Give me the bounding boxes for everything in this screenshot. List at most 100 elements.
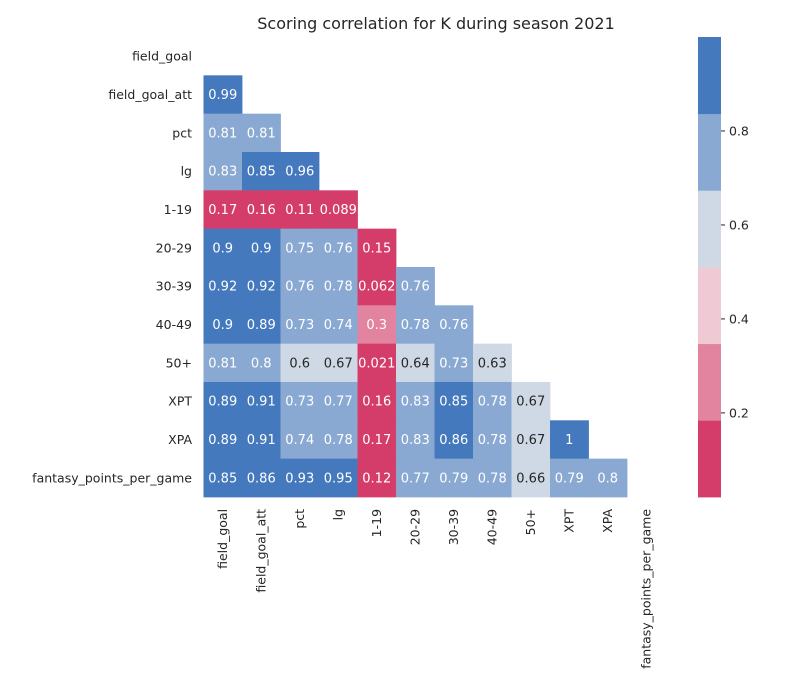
x-tick-label: 40-49	[485, 509, 500, 545]
cell-value-label: 0.95	[324, 471, 353, 486]
cell-value-label: 0.15	[362, 241, 391, 256]
x-tick-labels: field_goal field_goal_att pct lg 1-19 20-29 30…	[215, 509, 654, 669]
cell-value-label: 0.089	[320, 203, 357, 218]
heatmap-cell	[357, 228, 397, 268]
cell-value-label: 0.76	[401, 280, 430, 295]
heatmap-cell	[511, 458, 551, 498]
heatmap-cell	[511, 381, 551, 421]
colorbar-tick-label: 0.2	[729, 405, 749, 420]
heatmap-cell	[280, 458, 320, 498]
y-tick-label: lg	[181, 164, 192, 179]
heatmap-cell	[319, 420, 358, 460]
heatmap-cell	[357, 420, 397, 460]
heatmap-cell	[242, 266, 281, 306]
y-tick-label: fantasy_points_per_game	[32, 470, 192, 485]
cell-value-label: 0.74	[285, 433, 314, 448]
heatmap-cell	[396, 343, 435, 383]
heatmap-cell	[319, 343, 358, 383]
cell-value-label: 0.78	[478, 471, 507, 486]
heatmap-cell	[550, 420, 589, 460]
colorbar-tick-label: 0.4	[729, 311, 749, 326]
cell-value-label: 0.67	[516, 433, 545, 448]
cell-value-label: 0.93	[285, 471, 314, 486]
cell-value-label: 0.77	[324, 395, 353, 410]
heatmap-cell	[203, 381, 243, 421]
heatmap-cell	[280, 151, 320, 191]
cell-value-label: 0.73	[285, 318, 314, 333]
cell-value-label: 0.8	[597, 471, 618, 486]
y-tick-label: 50+	[166, 355, 192, 370]
cell-value-label: 0.9	[251, 241, 272, 256]
cell-value-label: 0.73	[285, 395, 314, 410]
cell-value-label: 0.63	[478, 356, 507, 371]
heatmap-cell	[203, 305, 243, 345]
cell-value-label: 0.12	[362, 471, 391, 486]
cell-value-label: 0.67	[516, 395, 545, 410]
y-tick-label: pct	[172, 125, 192, 140]
x-tick-label: fantasy_points_per_game	[639, 509, 654, 669]
heatmap-cell	[319, 305, 358, 345]
heatmap-cell	[280, 190, 320, 230]
cell-value-label: 0.99	[208, 88, 237, 103]
heatmap-cell	[550, 458, 589, 498]
heatmap-cell	[396, 305, 435, 345]
heatmap-cell	[396, 458, 435, 498]
heatmap-cell	[242, 190, 281, 230]
cell-value-label: 0.76	[324, 241, 353, 256]
y-tick-label: 40-49	[156, 317, 192, 332]
x-tick-label: 30-39	[446, 509, 461, 545]
cell-value-label: 0.83	[208, 165, 237, 180]
heatmap-cell	[242, 151, 281, 191]
heatmap-cell	[203, 75, 243, 115]
heatmap-cell	[242, 458, 281, 498]
heatmap-cell	[434, 305, 474, 345]
cell-value-label: 0.85	[439, 395, 468, 410]
cell-value-label: 0.78	[478, 395, 507, 410]
x-tick-label: pct	[292, 509, 307, 529]
cell-value-label: 0.83	[401, 433, 430, 448]
y-tick-label: field_goal_att	[108, 87, 192, 102]
cell-value-label: 1	[565, 433, 573, 448]
heatmap-cell	[203, 420, 243, 460]
heatmap-cell	[203, 266, 243, 306]
heatmap-cell	[242, 113, 281, 153]
cell-value-label: 0.92	[247, 280, 276, 295]
cell-value-label: 0.81	[208, 356, 237, 371]
heatmap-cell	[473, 381, 512, 421]
cell-value-label: 0.76	[285, 280, 314, 295]
heatmap-cell	[280, 420, 320, 460]
cell-value-label: 0.76	[439, 318, 468, 333]
cell-value-label: 0.89	[208, 433, 237, 448]
x-tick-label: 20-29	[408, 509, 423, 545]
x-tick-label: 1-19	[369, 509, 384, 537]
heatmap-cell	[511, 420, 551, 460]
cell-value-label: 0.91	[247, 433, 276, 448]
heatmap-cells: 0.990.81 0.810.83 0.85 0.960.17 0.16 0.11 0.08…	[203, 75, 628, 498]
cell-value-label: 0.81	[247, 126, 276, 141]
cell-value-label: 0.6	[289, 356, 310, 371]
chart-title: Scoring correlation for K during season …	[257, 14, 615, 33]
cell-value-label: 0.17	[208, 203, 237, 218]
heatmap-cell	[473, 458, 512, 498]
cell-value-label: 0.92	[208, 280, 237, 295]
heatmap-cell	[203, 151, 243, 191]
heatmap-cell	[203, 190, 243, 230]
cell-value-label: 0.021	[358, 356, 395, 371]
heatmap-cell	[280, 343, 320, 383]
cell-value-label: 0.78	[324, 280, 353, 295]
heatmap-cell	[203, 343, 243, 383]
cell-value-label: 0.3	[366, 318, 387, 333]
cell-value-label: 0.16	[362, 395, 391, 410]
cell-value-label: 0.78	[324, 433, 353, 448]
cell-value-label: 0.78	[478, 433, 507, 448]
colorbar: 0.2 0.4 0.6 0.8	[698, 37, 749, 498]
cell-value-label: 0.74	[324, 318, 353, 333]
cell-value-label: 0.79	[555, 471, 584, 486]
x-tick-label: XPT	[562, 509, 577, 533]
y-tick-label: XPT	[168, 394, 192, 409]
heatmap-cell	[396, 266, 435, 306]
heatmap-cell	[242, 343, 281, 383]
cell-value-label: 0.16	[247, 203, 276, 218]
cell-value-label: 0.86	[247, 471, 276, 486]
